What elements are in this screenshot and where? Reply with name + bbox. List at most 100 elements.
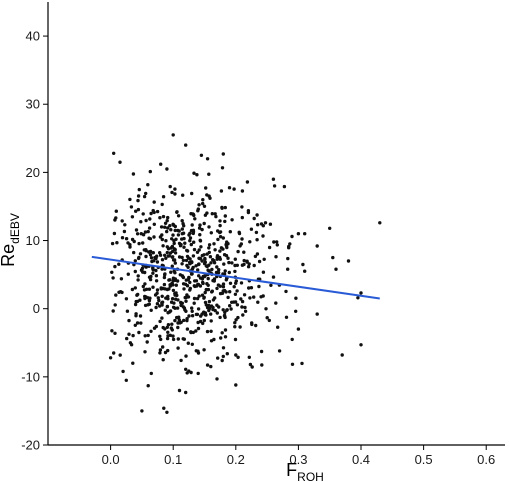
data-point: [176, 233, 181, 237]
data-point: [176, 346, 180, 350]
data-point: [224, 253, 229, 258]
data-point: [185, 284, 190, 288]
data-point: [169, 326, 173, 330]
data-point: [184, 299, 188, 303]
data-point: [146, 333, 150, 338]
data-point: [137, 187, 141, 192]
data-point: [137, 241, 141, 246]
data-point: [180, 227, 184, 231]
data-point: [272, 184, 277, 188]
data-point: [190, 267, 195, 271]
data-point: [284, 289, 288, 294]
data-point: [174, 283, 178, 287]
data-point: [201, 198, 205, 202]
data-point: [203, 290, 207, 295]
data-point: [249, 286, 254, 290]
data-point: [142, 194, 147, 199]
data-point: [165, 229, 169, 234]
data-point: [171, 276, 176, 280]
data-point: [160, 301, 164, 305]
data-point: [216, 270, 221, 275]
data-point: [191, 231, 195, 236]
data-point: [148, 217, 152, 221]
data-point: [171, 288, 176, 293]
data-point: [334, 267, 338, 271]
data-point: [267, 245, 272, 250]
data-point: [149, 308, 153, 312]
data-point: [164, 239, 168, 243]
data-point: [154, 256, 158, 261]
data-point: [146, 183, 150, 187]
data-point: [247, 286, 251, 290]
data-point: [165, 167, 169, 171]
data-point: [356, 296, 360, 300]
data-point: [181, 282, 186, 286]
data-point: [176, 337, 180, 341]
data-point: [248, 240, 252, 244]
data-point: [209, 304, 214, 308]
data-point: [204, 303, 208, 307]
x-tick-label: 0.4: [352, 452, 370, 467]
data-point: [296, 327, 301, 331]
data-point: [249, 227, 254, 231]
data-point: [156, 296, 160, 300]
data-point: [161, 214, 166, 219]
data-point: [135, 232, 140, 236]
data-point: [117, 262, 121, 266]
data-point: [203, 313, 208, 317]
data-point: [209, 319, 213, 323]
data-point: [226, 295, 230, 300]
data-point: [158, 351, 162, 355]
data-point: [162, 275, 167, 280]
data-point: [133, 286, 137, 290]
data-point: [240, 215, 244, 220]
data-point: [250, 365, 254, 369]
data-point: [252, 216, 256, 221]
data-point: [201, 201, 205, 206]
y-tick-label: 10: [26, 233, 40, 248]
data-point: [152, 222, 156, 226]
data-point: [359, 343, 363, 347]
data-point: [165, 250, 169, 255]
data-point: [216, 229, 220, 233]
data-point: [159, 162, 163, 166]
data-point: [188, 231, 192, 235]
trend-line-group: [91, 255, 380, 300]
data-point: [247, 355, 251, 359]
data-point: [203, 257, 207, 261]
data-point: [189, 370, 193, 375]
data-point: [274, 255, 278, 259]
data-point: [161, 244, 165, 248]
data-point: [189, 330, 193, 334]
data-point: [133, 302, 138, 307]
data-point: [196, 209, 200, 213]
data-point: [209, 231, 213, 235]
data-point: [139, 220, 143, 224]
data-point: [144, 248, 148, 252]
data-point: [177, 318, 181, 322]
data-point: [196, 262, 201, 267]
data-point: [154, 279, 159, 283]
data-point: [301, 262, 305, 267]
data-point: [218, 219, 222, 223]
data-point: [243, 309, 248, 313]
data-point: [151, 251, 155, 255]
data-point: [154, 305, 158, 310]
data-point: [194, 349, 198, 353]
data-point: [193, 284, 197, 289]
data-point: [195, 296, 200, 301]
data-point: [110, 329, 114, 333]
data-point: [206, 276, 210, 281]
data-point: [114, 209, 119, 213]
data-point: [137, 330, 141, 335]
data-point: [290, 337, 294, 342]
data-point: [183, 241, 187, 245]
data-point: [202, 296, 206, 300]
data-point: [223, 219, 227, 224]
data-point: [134, 228, 139, 232]
data-point: [188, 239, 192, 243]
data-point: [233, 337, 238, 342]
data-point: [257, 284, 261, 289]
data-point: [275, 240, 279, 244]
data-point: [144, 191, 148, 196]
